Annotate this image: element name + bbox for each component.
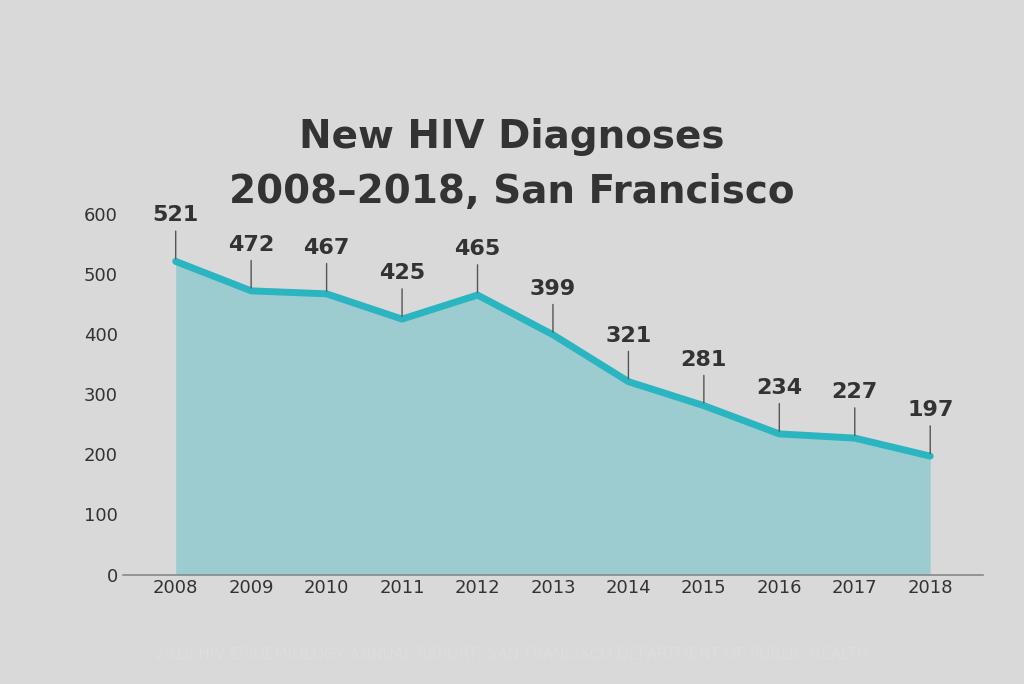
Text: 521: 521 — [153, 205, 199, 225]
Text: 234: 234 — [757, 378, 803, 398]
Text: 2018 HIV EPIDEMIOLOGY ANNUAL REPORT, SAN FRANCISCO DEPARTMENT OF PUBLIC HEALTH: 2018 HIV EPIDEMIOLOGY ANNUAL REPORT, SAN… — [156, 648, 868, 662]
Text: 425: 425 — [379, 263, 425, 283]
Text: 321: 321 — [605, 326, 651, 345]
Text: 2008–2018, San Francisco: 2008–2018, San Francisco — [229, 172, 795, 211]
Text: 197: 197 — [907, 400, 953, 420]
Text: 472: 472 — [228, 235, 274, 254]
Text: 399: 399 — [529, 278, 577, 299]
Text: New HIV Diagnoses: New HIV Diagnoses — [299, 118, 725, 156]
Text: 465: 465 — [455, 239, 501, 259]
Text: 227: 227 — [831, 382, 878, 402]
Text: 281: 281 — [681, 350, 727, 369]
Text: 467: 467 — [303, 238, 350, 258]
